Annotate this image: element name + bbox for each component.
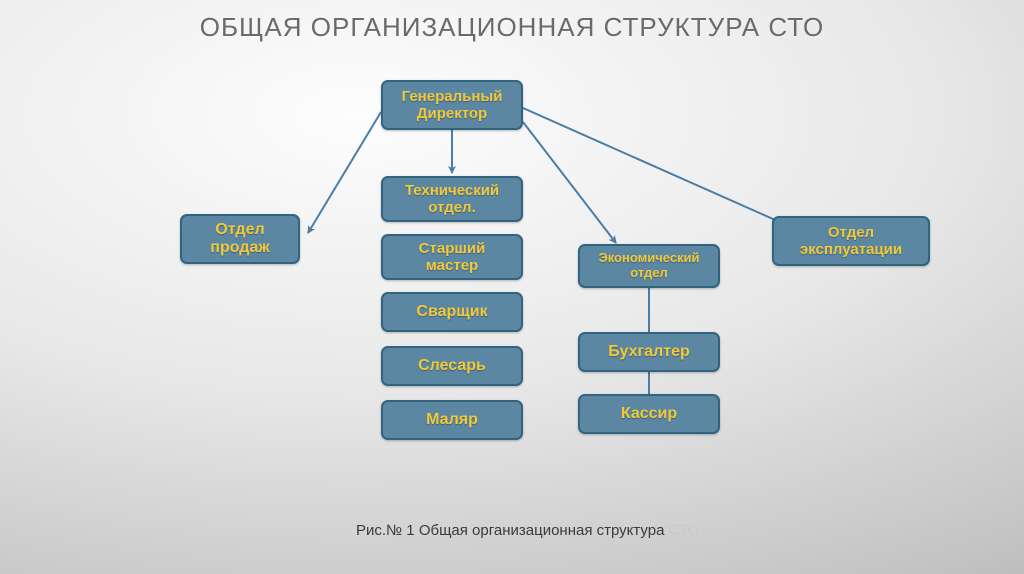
node-fitter: Слесарь: [381, 346, 523, 386]
node-director: ГенеральныйДиректор: [381, 80, 523, 130]
node-econ: Экономическийотдел: [578, 244, 720, 288]
node-cashier: Кассир: [578, 394, 720, 434]
caption-text: Рис.№ 1 Общая организационная структура: [356, 522, 669, 539]
caption-faded: СТО: [669, 522, 700, 539]
node-tech: Техническийотдел.: [381, 176, 523, 222]
node-sales: Отделпродаж: [180, 214, 300, 264]
node-welder: Сварщик: [381, 292, 523, 332]
node-accountant: Бухгалтер: [578, 332, 720, 372]
node-master: Старшиймастер: [381, 234, 523, 280]
page-title: ОБЩАЯ ОРГАНИЗАЦИОННАЯ СТРУКТУРА СТО: [0, 12, 1024, 43]
node-ops: Отделэксплуатации: [772, 216, 930, 266]
figure-caption: Рис.№ 1 Общая организационная структура …: [356, 522, 699, 539]
node-painter: Маляр: [381, 400, 523, 440]
